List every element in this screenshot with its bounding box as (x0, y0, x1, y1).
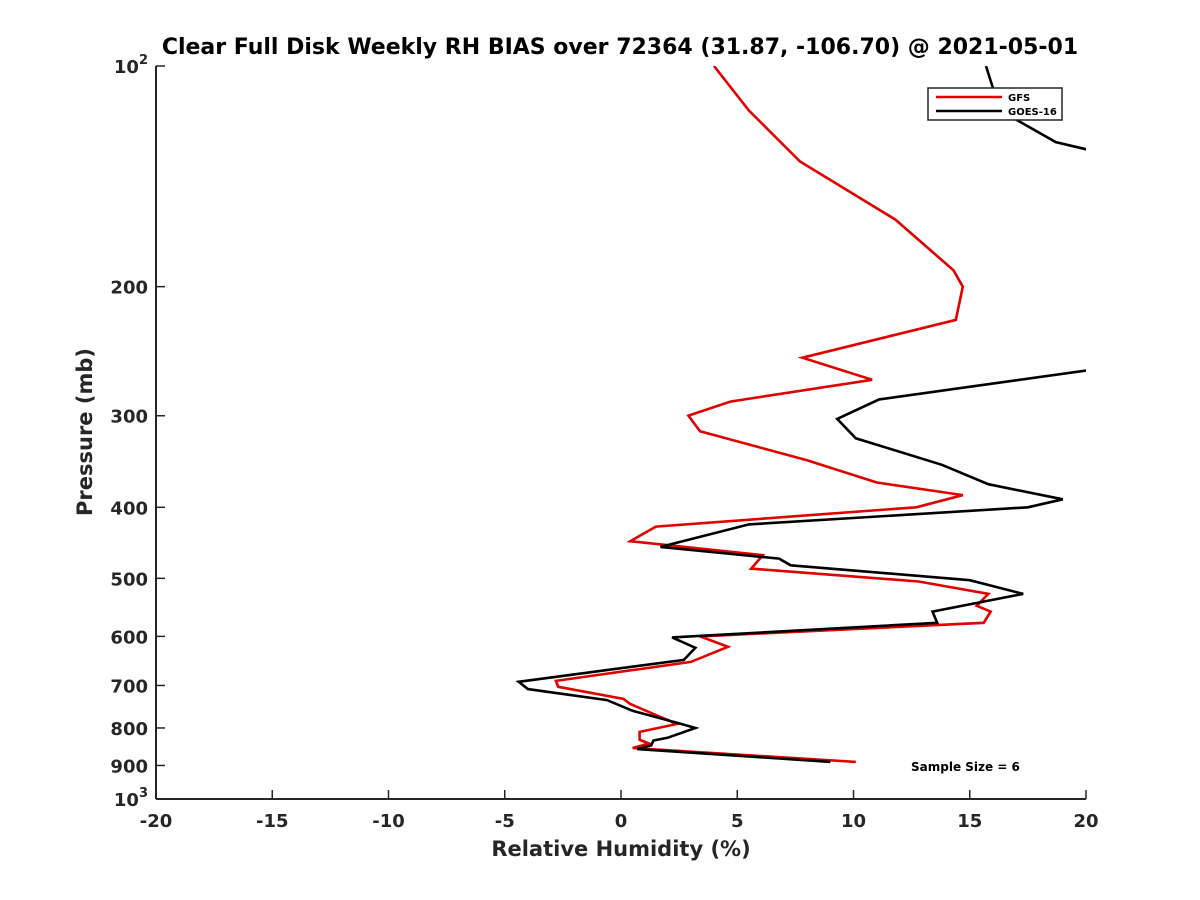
x-axis-title: Relative Humidity (%) (491, 837, 750, 861)
x-tick-label: -10 (372, 811, 405, 832)
x-tick-label: 5 (731, 811, 744, 832)
y-ticks: 102 200 300 400 500 600 700 800 900 103 (110, 53, 165, 811)
chart-title: Clear Full Disk Weekly RH BIAS over 7236… (162, 35, 1078, 60)
y-tick-label: 900 (110, 756, 148, 777)
legend-label-gfs: GFS (1008, 93, 1030, 104)
legend: GFS GOES-16 (927, 87, 1063, 121)
x-tick-label: 0 (615, 811, 628, 832)
x-tick-label: 10 (841, 811, 866, 832)
sample-size-annotation: Sample Size = 6 (911, 760, 1020, 774)
y-axis-title: Pressure (mb) (73, 348, 97, 516)
series-line-gfs (554, 66, 993, 764)
x-tick-label: -15 (256, 811, 289, 832)
x-tick-label: 20 (1073, 811, 1098, 832)
legend-label-goes16: GOES-16 (1008, 107, 1057, 118)
y-tick-label: 800 (110, 719, 148, 740)
y-tick-label: 300 (110, 407, 148, 428)
y-tick-label: 600 (110, 627, 148, 648)
x-tick-label: -5 (495, 811, 515, 832)
x-tick-label: 15 (957, 811, 982, 832)
y-tick-label: 400 (110, 498, 148, 519)
y-tick-label: 102 (114, 53, 148, 78)
series-line-goes16 (515, 66, 1086, 764)
y-tick-label: 103 (114, 786, 148, 811)
legend-box (927, 87, 1063, 121)
y-tick-label: 700 (110, 676, 148, 697)
plot-area (156, 66, 1086, 799)
x-tick-label: -20 (140, 811, 173, 832)
y-tick-label: 500 (110, 569, 148, 590)
x-ticks: -20 -15 -10 -5 0 5 10 15 20 (140, 790, 1099, 832)
y-tick-label: 200 (110, 278, 148, 299)
series-layer (515, 66, 1086, 764)
